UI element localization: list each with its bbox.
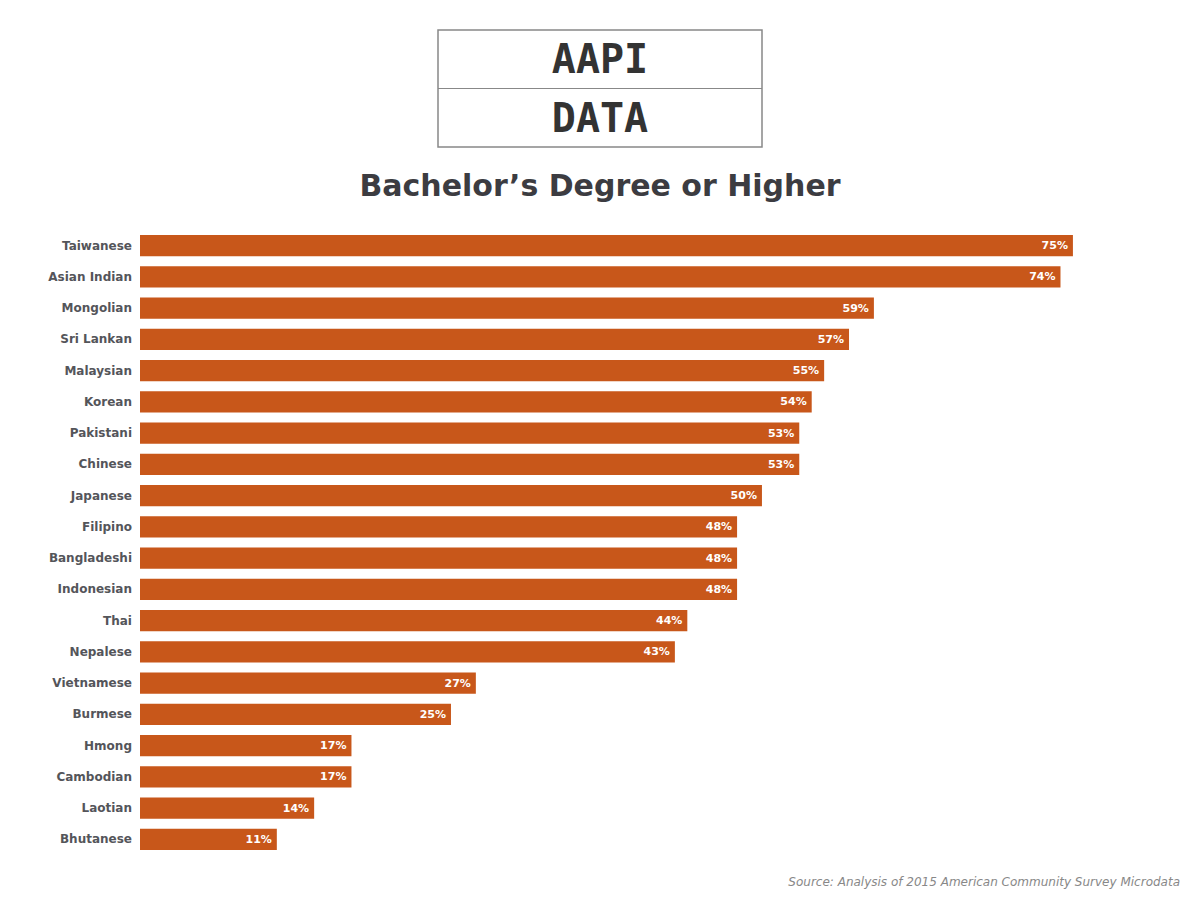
svg-text:17%: 17%	[320, 770, 346, 783]
svg-text:57%: 57%	[818, 333, 844, 346]
svg-text:50%: 50%	[731, 489, 757, 502]
svg-text:Bhutanese: Bhutanese	[60, 832, 132, 846]
svg-text:Pakistani: Pakistani	[70, 426, 132, 440]
svg-text:Cambodian: Cambodian	[56, 770, 132, 784]
svg-text:Laotian: Laotian	[82, 801, 132, 815]
svg-text:Malaysian: Malaysian	[64, 364, 132, 378]
svg-text:Korean: Korean	[84, 395, 132, 409]
svg-text:AAPI: AAPI	[552, 36, 648, 82]
svg-text:Filipino: Filipino	[82, 520, 132, 534]
svg-text:44%: 44%	[656, 614, 682, 627]
svg-text:DATA: DATA	[552, 95, 648, 141]
svg-text:Bangladeshi: Bangladeshi	[49, 551, 132, 565]
svg-text:Chinese: Chinese	[79, 457, 132, 471]
svg-text:48%: 48%	[706, 552, 732, 565]
svg-text:74%: 74%	[1029, 270, 1055, 283]
svg-text:27%: 27%	[445, 677, 471, 690]
svg-text:Mongolian: Mongolian	[62, 301, 132, 315]
svg-text:Hmong: Hmong	[84, 739, 132, 753]
svg-text:Japanese: Japanese	[70, 489, 132, 503]
svg-text:Indonesian: Indonesian	[58, 582, 132, 596]
svg-text:Vietnamese: Vietnamese	[52, 676, 132, 690]
svg-text:Burmese: Burmese	[72, 707, 132, 721]
svg-text:53%: 53%	[768, 458, 794, 471]
svg-text:Source: Analysis of 2015 Ameri: Source: Analysis of 2015 American Commun…	[788, 875, 1180, 889]
svg-text:14%: 14%	[283, 802, 309, 815]
svg-text:Thai: Thai	[103, 614, 132, 628]
svg-text:48%: 48%	[706, 583, 732, 596]
svg-text:Bachelor’s Degree or Higher: Bachelor’s Degree or Higher	[359, 168, 840, 203]
svg-text:54%: 54%	[780, 395, 806, 408]
svg-text:25%: 25%	[420, 708, 446, 721]
svg-text:43%: 43%	[644, 645, 670, 658]
svg-text:Taiwanese: Taiwanese	[62, 239, 132, 253]
svg-text:Sri Lankan: Sri Lankan	[60, 332, 132, 346]
svg-text:75%: 75%	[1042, 239, 1068, 252]
svg-text:59%: 59%	[843, 302, 869, 315]
svg-text:17%: 17%	[320, 739, 346, 752]
svg-text:Nepalese: Nepalese	[70, 645, 132, 659]
svg-text:55%: 55%	[793, 364, 819, 377]
svg-text:53%: 53%	[768, 427, 794, 440]
svg-text:11%: 11%	[245, 833, 271, 846]
svg-text:Asian Indian: Asian Indian	[48, 270, 132, 284]
svg-text:48%: 48%	[706, 520, 732, 533]
